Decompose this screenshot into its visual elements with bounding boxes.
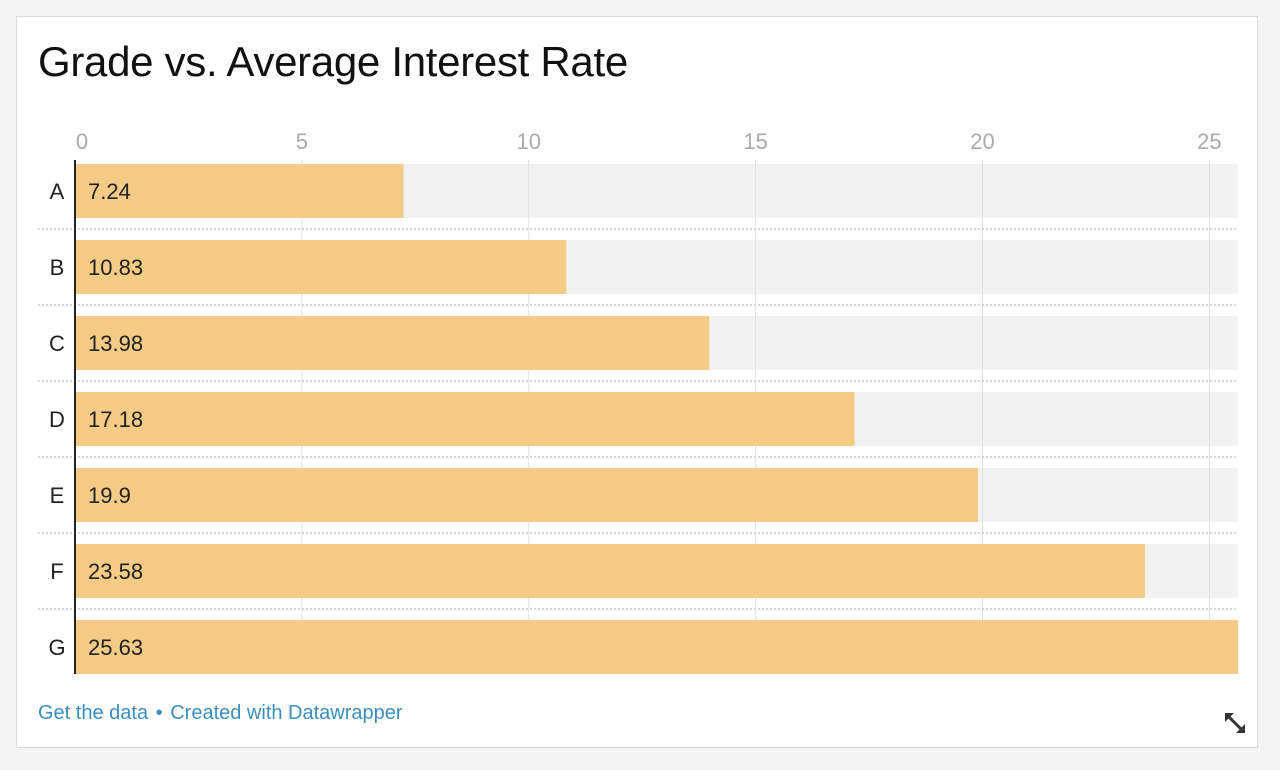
- value-label-f: 23.58: [88, 559, 143, 584]
- bar-g: [75, 620, 1238, 674]
- created-with-datawrapper-link[interactable]: Created with Datawrapper: [170, 702, 403, 724]
- bar-c: [75, 316, 710, 370]
- category-label-e: E: [50, 483, 65, 508]
- category-label-f: F: [50, 559, 63, 584]
- x-tick-label-15: 15: [743, 129, 767, 154]
- bar-f: [75, 544, 1145, 598]
- bar-b: [75, 240, 567, 294]
- category-label-c: C: [49, 331, 65, 356]
- bar-chart: 0 5 10 15 20 25A 7.24B 10.83C 13.98D 17.18E 19.9F 2…: [38, 129, 1238, 674]
- bar-e: [75, 468, 978, 522]
- footer-separator: •: [155, 702, 163, 724]
- category-label-a: A: [50, 179, 65, 204]
- x-tick-label-0: 0: [76, 129, 88, 154]
- x-tick-label-25: 25: [1197, 129, 1221, 154]
- get-the-data-link[interactable]: Get the data: [38, 702, 149, 724]
- x-tick-label-5: 5: [296, 129, 308, 154]
- chart-title: Grade vs. Average Interest Rate: [38, 38, 628, 85]
- value-label-g: 25.63: [88, 635, 143, 660]
- category-label-d: D: [49, 407, 65, 432]
- chart-footer: Get the data • Created with Datawrapper: [38, 702, 403, 725]
- value-label-d: 17.18: [88, 407, 143, 432]
- x-tick-label-20: 20: [970, 129, 994, 154]
- value-label-e: 19.9: [88, 483, 131, 508]
- category-label-g: G: [48, 635, 65, 660]
- value-label-a: 7.24: [88, 179, 131, 204]
- expand-icon[interactable]: [1222, 710, 1248, 736]
- category-label-b: B: [50, 255, 65, 280]
- value-label-b: 10.83: [88, 255, 143, 280]
- value-label-c: 13.98: [88, 331, 143, 356]
- x-tick-label-10: 10: [517, 129, 541, 154]
- bar-a: [75, 164, 404, 218]
- bar-d: [75, 392, 855, 446]
